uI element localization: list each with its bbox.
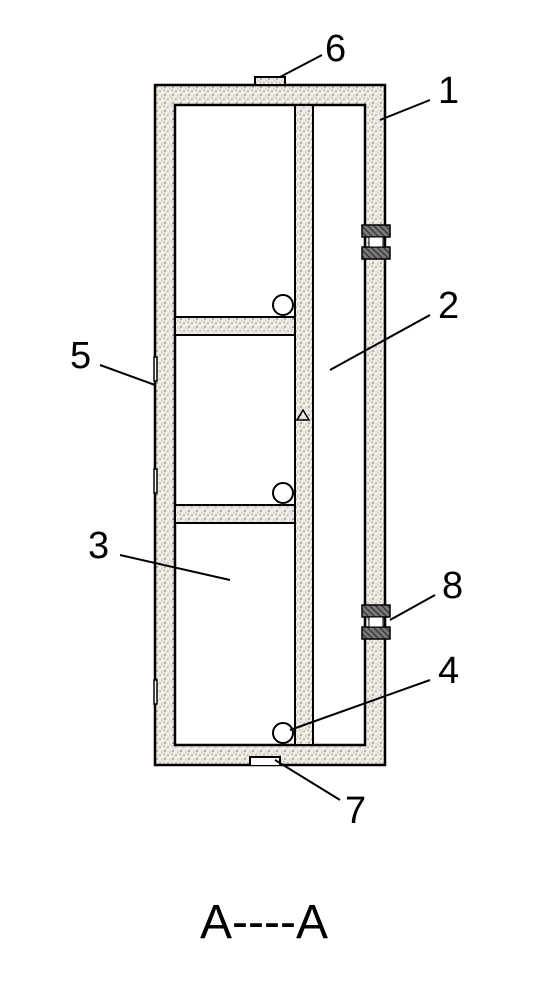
label-4: 4: [438, 650, 459, 693]
circle-2: [273, 483, 293, 503]
section-title: A----A: [200, 895, 328, 950]
cross-section: [154, 77, 390, 765]
label-8: 8: [442, 565, 463, 608]
circle-1: [273, 295, 293, 315]
left-notch-3: [154, 680, 157, 704]
outer-wall: [155, 85, 385, 765]
label-2: 2: [438, 285, 459, 328]
diagram-svg: [0, 0, 554, 1000]
left-notch-1: [154, 357, 157, 381]
horizontal-bar-2: [175, 505, 295, 523]
label-6: 6: [325, 28, 346, 71]
top-tab: [255, 77, 285, 85]
label-7: 7: [345, 790, 366, 833]
left-notch-2: [154, 469, 157, 493]
circle-3: [273, 723, 293, 743]
label-5: 5: [70, 335, 91, 378]
vertical-inner-wall: [295, 105, 313, 745]
label-1: 1: [438, 70, 459, 113]
label-3: 3: [88, 525, 109, 568]
horizontal-bar-1: [175, 317, 295, 335]
